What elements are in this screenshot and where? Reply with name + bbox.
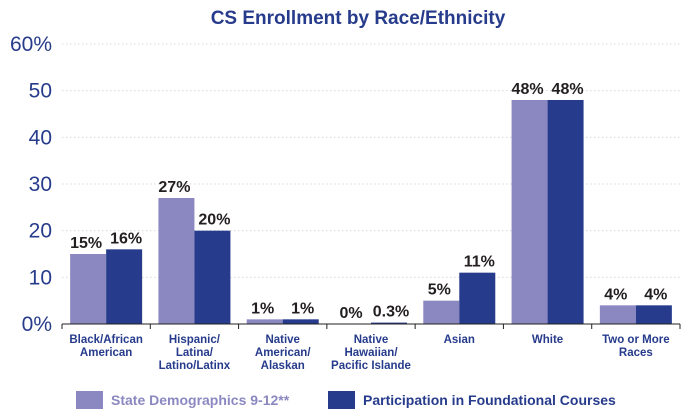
legend-label: State Demographics 9-12** — [111, 392, 290, 408]
category-label: Black/African American — [69, 334, 143, 359]
bars — [70, 100, 672, 324]
category-label: Hispanic/Latina/Latino/Latinx — [159, 334, 231, 372]
bar — [635, 305, 672, 324]
bar — [194, 230, 231, 324]
x-axis-ticks — [61, 324, 681, 329]
bar — [282, 319, 319, 324]
bar — [459, 272, 496, 324]
x-axis-categories: Black/African American Hispanic/Latina/Lat… — [69, 334, 669, 372]
chart-title: CS Enrollment by Race/Ethnicity — [211, 8, 506, 29]
data-labels: 15% 27% 1% 0% 5% 48% 4% 16% 20% 1% 0.3% 11% 48% 4% — [70, 81, 667, 322]
legend-label: Participation in Foundational Courses — [363, 392, 616, 408]
data-label: 48% — [552, 81, 584, 98]
data-label: 48% — [512, 81, 544, 98]
bar — [511, 100, 548, 324]
data-label: 15% — [70, 235, 102, 252]
category-label: Asian — [444, 334, 475, 346]
data-label: 5% — [428, 282, 451, 299]
data-label: 27% — [158, 179, 190, 196]
bar — [246, 319, 283, 324]
y-tick-label: 50 — [29, 80, 52, 103]
legend-swatch — [328, 391, 355, 409]
data-label: 4% — [644, 286, 667, 303]
bar — [158, 198, 195, 324]
bar — [371, 322, 407, 324]
y-tick-label: 40 — [29, 126, 52, 149]
data-label: 4% — [604, 286, 627, 303]
bar — [106, 249, 143, 324]
y-tick-label: 0% — [22, 313, 52, 336]
legend: State Demographics 9-12** Participation i… — [76, 391, 616, 409]
data-label: 20% — [198, 212, 230, 229]
gridlines — [62, 43, 680, 278]
category-label: Two or More Races — [602, 334, 670, 359]
category-label: White — [532, 334, 563, 346]
bar — [599, 305, 636, 324]
bar — [70, 254, 107, 324]
data-label: 11% — [464, 254, 495, 271]
y-axis-ticks: 0% 10 20 30 40 50 60% — [10, 33, 52, 336]
bar — [423, 300, 460, 324]
data-label: 0% — [339, 305, 362, 322]
category-label: Native American/Alaskan — [255, 334, 311, 372]
category-label: Native Hawaiian/Pacific Islande — [331, 334, 411, 372]
y-tick-label: 10 — [29, 266, 52, 289]
bar — [547, 100, 584, 324]
data-label: 0.3% — [373, 304, 409, 321]
y-tick-label: 30 — [29, 173, 52, 196]
data-label: 1% — [291, 300, 314, 317]
y-tick-label: 60% — [10, 33, 52, 56]
data-label: 1% — [251, 300, 274, 317]
legend-swatch — [76, 391, 103, 409]
y-tick-label: 20 — [29, 220, 52, 243]
data-label: 16% — [110, 230, 142, 247]
